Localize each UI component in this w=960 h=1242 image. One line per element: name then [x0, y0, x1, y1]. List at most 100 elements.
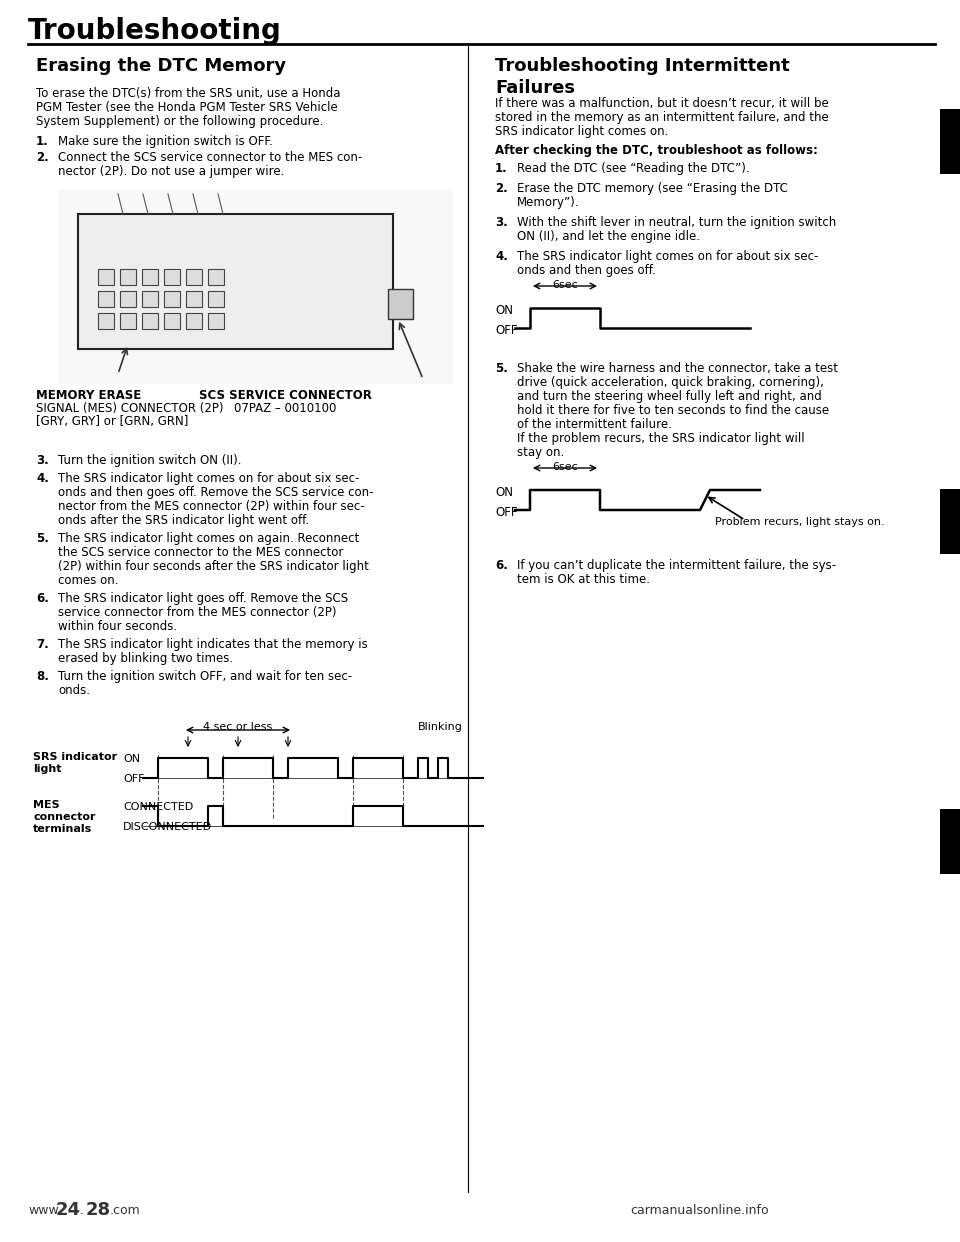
- Text: The SRS indicator light comes on again. Reconnect: The SRS indicator light comes on again. …: [58, 532, 359, 545]
- Text: 6.: 6.: [36, 592, 49, 605]
- Text: With the shift lever in neutral, turn the ignition switch: With the shift lever in neutral, turn th…: [517, 216, 836, 229]
- Text: 8.: 8.: [36, 669, 49, 683]
- Bar: [186, 270, 202, 284]
- Bar: [98, 313, 114, 329]
- Text: Erase the DTC memory (see “Erasing the DTC: Erase the DTC memory (see “Erasing the D…: [517, 183, 788, 195]
- Text: 2.: 2.: [36, 152, 49, 164]
- Bar: [164, 270, 180, 284]
- Text: SIGNAL (MES) CONNECTOR (2P): SIGNAL (MES) CONNECTOR (2P): [36, 402, 224, 415]
- Text: light: light: [33, 764, 61, 774]
- Text: 6sec: 6sec: [552, 279, 578, 289]
- Bar: [208, 270, 224, 284]
- Text: The SRS indicator light indicates that the memory is: The SRS indicator light indicates that t…: [58, 638, 368, 651]
- Text: of the intermittent failure.: of the intermittent failure.: [517, 419, 672, 431]
- Text: The SRS indicator light comes on for about six sec-: The SRS indicator light comes on for abo…: [517, 250, 818, 263]
- Text: drive (quick acceleration, quick braking, cornering),: drive (quick acceleration, quick braking…: [517, 376, 824, 389]
- Text: Failures: Failures: [495, 79, 575, 97]
- Text: 4 sec or less: 4 sec or less: [204, 722, 273, 732]
- Text: comes on.: comes on.: [58, 574, 118, 587]
- Bar: [164, 313, 180, 329]
- Bar: [142, 291, 158, 307]
- Text: onds and then goes off. Remove the SCS service con-: onds and then goes off. Remove the SCS s…: [58, 486, 373, 499]
- Text: Erasing the DTC Memory: Erasing the DTC Memory: [36, 57, 286, 75]
- Text: onds.: onds.: [58, 684, 90, 697]
- Text: 1.: 1.: [36, 135, 49, 148]
- Text: PGM Tester (see the Honda PGM Tester SRS Vehicle: PGM Tester (see the Honda PGM Tester SRS…: [36, 101, 338, 114]
- Text: 28: 28: [86, 1201, 111, 1218]
- Bar: [120, 270, 136, 284]
- Text: Turn the ignition switch ON (II).: Turn the ignition switch ON (II).: [58, 455, 242, 467]
- Text: OFF: OFF: [495, 324, 517, 337]
- Text: 2.: 2.: [495, 183, 508, 195]
- Text: Shake the wire harness and the connector, take a test: Shake the wire harness and the connector…: [517, 361, 838, 375]
- Text: within four seconds.: within four seconds.: [58, 620, 178, 633]
- Text: Problem recurs, light stays on.: Problem recurs, light stays on.: [715, 517, 884, 527]
- Text: 6.: 6.: [495, 559, 508, 573]
- Text: stay on.: stay on.: [517, 446, 564, 460]
- Bar: [186, 291, 202, 307]
- Text: 24: 24: [56, 1201, 81, 1218]
- Text: tem is OK at this time.: tem is OK at this time.: [517, 573, 650, 586]
- Text: Troubleshooting Intermittent: Troubleshooting Intermittent: [495, 57, 790, 75]
- Text: To erase the DTC(s) from the SRS unit, use a Honda: To erase the DTC(s) from the SRS unit, u…: [36, 87, 341, 101]
- Text: If you can’t duplicate the intermittent failure, the sys-: If you can’t duplicate the intermittent …: [517, 559, 836, 573]
- Bar: [940, 489, 960, 554]
- Bar: [186, 313, 202, 329]
- Bar: [208, 313, 224, 329]
- Bar: [208, 291, 224, 307]
- Text: .com: .com: [110, 1203, 141, 1217]
- Text: 3.: 3.: [495, 216, 508, 229]
- Bar: [98, 291, 114, 307]
- Text: ON: ON: [123, 754, 140, 764]
- Text: After checking the DTC, troubleshoot as follows:: After checking the DTC, troubleshoot as …: [495, 144, 818, 156]
- Text: onds after the SRS indicator light went off.: onds after the SRS indicator light went …: [58, 514, 309, 527]
- Text: 7.: 7.: [36, 638, 49, 651]
- Text: SRS indicator: SRS indicator: [33, 751, 117, 763]
- Text: The SRS indicator light comes on for about six sec-: The SRS indicator light comes on for abo…: [58, 472, 359, 484]
- Text: nector (2P). Do not use a jumper wire.: nector (2P). Do not use a jumper wire.: [58, 165, 284, 178]
- Text: MEMORY ERASE: MEMORY ERASE: [36, 389, 141, 402]
- Text: SCS SERVICE CONNECTOR: SCS SERVICE CONNECTOR: [199, 389, 372, 402]
- Text: 07PAZ – 0010100: 07PAZ – 0010100: [234, 402, 337, 415]
- Text: 1.: 1.: [495, 161, 508, 175]
- Text: Blinking: Blinking: [418, 722, 463, 732]
- Bar: [164, 291, 180, 307]
- Text: [GRY, GRY] or [GRN, GRN]: [GRY, GRY] or [GRN, GRN]: [36, 415, 188, 428]
- Text: the SCS service connector to the MES connector: the SCS service connector to the MES con…: [58, 546, 344, 559]
- Text: Read the DTC (see “Reading the DTC”).: Read the DTC (see “Reading the DTC”).: [517, 161, 750, 175]
- Bar: [142, 270, 158, 284]
- Text: Connect the SCS service connector to the MES con-: Connect the SCS service connector to the…: [58, 152, 362, 164]
- Text: OFF: OFF: [495, 505, 517, 519]
- Text: service connector from the MES connector (2P): service connector from the MES connector…: [58, 606, 337, 619]
- Text: Troubleshooting: Troubleshooting: [28, 17, 282, 45]
- Bar: [78, 214, 393, 349]
- Text: The SRS indicator light goes off. Remove the SCS: The SRS indicator light goes off. Remove…: [58, 592, 348, 605]
- Text: .: .: [80, 1203, 84, 1217]
- Bar: [940, 109, 960, 174]
- Text: SRS indicator light comes on.: SRS indicator light comes on.: [495, 125, 668, 138]
- Bar: [940, 809, 960, 874]
- Text: 4.: 4.: [495, 250, 508, 263]
- Text: erased by blinking two times.: erased by blinking two times.: [58, 652, 233, 664]
- Text: 4.: 4.: [36, 472, 49, 484]
- Bar: [120, 313, 136, 329]
- Text: 5.: 5.: [495, 361, 508, 375]
- Bar: [58, 189, 453, 384]
- Text: www.: www.: [28, 1203, 61, 1217]
- Text: onds and then goes off.: onds and then goes off.: [517, 265, 656, 277]
- Text: (2P) within four seconds after the SRS indicator light: (2P) within four seconds after the SRS i…: [58, 560, 369, 573]
- Text: carmanualsonline.info: carmanualsonline.info: [630, 1203, 769, 1217]
- Text: MES: MES: [33, 800, 60, 810]
- Text: If the problem recurs, the SRS indicator light will: If the problem recurs, the SRS indicator…: [517, 432, 804, 445]
- Bar: [388, 289, 413, 319]
- Text: 6sec: 6sec: [552, 462, 578, 472]
- Text: stored in the memory as an intermittent failure, and the: stored in the memory as an intermittent …: [495, 111, 828, 124]
- Text: If there was a malfunction, but it doesn’t recur, it will be: If there was a malfunction, but it doesn…: [495, 97, 828, 111]
- Text: CONNECTED: CONNECTED: [123, 802, 193, 812]
- Text: and turn the steering wheel fully left and right, and: and turn the steering wheel fully left a…: [517, 390, 822, 402]
- Bar: [120, 291, 136, 307]
- Text: connector: connector: [33, 812, 95, 822]
- Text: DISCONNECTED: DISCONNECTED: [123, 822, 212, 832]
- Text: System Supplement) or the following procedure.: System Supplement) or the following proc…: [36, 116, 324, 128]
- Text: 3.: 3.: [36, 455, 49, 467]
